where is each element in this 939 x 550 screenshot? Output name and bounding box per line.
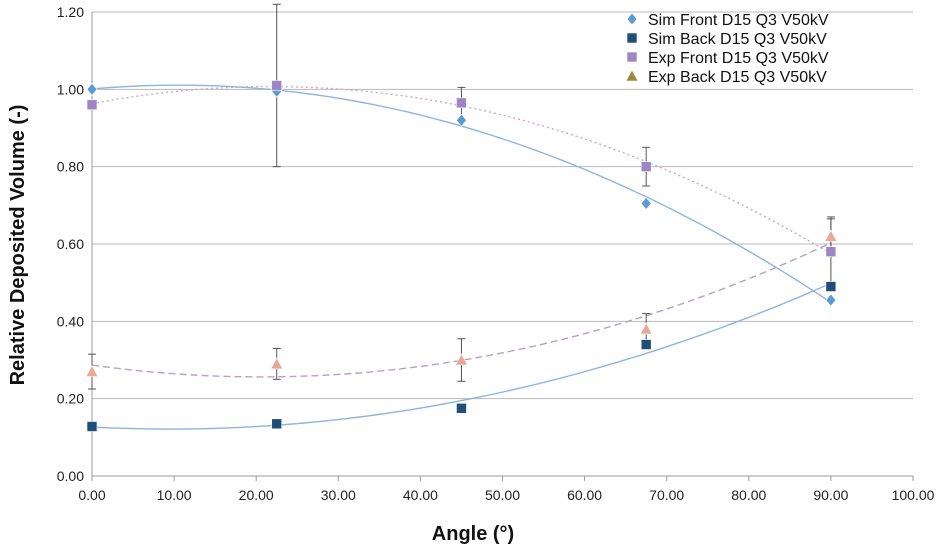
y-tick-label: 0.80 — [57, 159, 84, 175]
trend-line — [91, 282, 832, 430]
legend-marker — [626, 32, 638, 44]
x-tick-label: 20.00 — [239, 487, 274, 503]
data-markers — [85, 80, 838, 432]
data-point — [456, 113, 467, 127]
data-point — [86, 421, 98, 432]
data-point — [639, 322, 653, 335]
data-point — [454, 353, 468, 366]
legend-label: Sim Back D15 Q3 V50kV — [648, 31, 827, 48]
data-point — [86, 99, 98, 111]
y-tick-label: 1.00 — [57, 81, 84, 97]
data-point — [270, 357, 284, 370]
legend: Sim Front D15 Q3 V50kV Sim Back D15 Q3 V5… — [625, 12, 829, 86]
x-tick-label: 0.00 — [78, 487, 105, 503]
data-point — [824, 229, 838, 242]
y-axis-title: Relative Deposited Volume (-) — [7, 105, 29, 386]
x-tick-label: 40.00 — [403, 487, 438, 503]
data-point — [456, 97, 467, 109]
data-point — [85, 364, 99, 377]
legend-label: Exp Back D15 Q3 V50kV — [648, 69, 827, 86]
legend-marker — [626, 51, 638, 63]
x-tick-label: 30.00 — [321, 487, 356, 503]
y-tick-label: 0.60 — [57, 236, 84, 252]
tick-labels: 0.00 0.20 0.40 0.60 0.80 1.00 1.20 0.00 10.00 20.… — [57, 4, 935, 503]
legend-label: Sim Front D15 Q3 V50kV — [648, 12, 829, 29]
x-tick-label: 100.00 — [892, 487, 935, 503]
data-point — [640, 339, 652, 350]
y-tick-label: 0.20 — [57, 391, 84, 407]
data-point — [825, 293, 837, 307]
data-point — [825, 281, 837, 292]
gridlines — [91, 11, 914, 481]
legend-label: Exp Front D15 Q3 V50kV — [648, 50, 829, 67]
x-tick-label: 70.00 — [649, 487, 684, 503]
trend-line — [91, 242, 832, 378]
data-point — [456, 403, 467, 414]
x-tick-label: 60.00 — [567, 487, 602, 503]
y-tick-label: 1.20 — [57, 4, 84, 20]
data-point — [86, 82, 98, 96]
x-tick-label: 80.00 — [731, 487, 766, 503]
legend-marker — [625, 69, 639, 82]
x-tick-label: 10.00 — [157, 487, 192, 503]
y-tick-label: 0.00 — [57, 468, 84, 484]
legend-marker — [626, 12, 638, 26]
x-tick-label: 50.00 — [485, 487, 520, 503]
y-tick-label: 0.40 — [57, 313, 84, 329]
data-point — [640, 196, 652, 210]
x-tick-label: 90.00 — [813, 487, 848, 503]
data-point — [640, 161, 652, 172]
data-point — [271, 418, 283, 430]
data-point — [825, 246, 837, 258]
x-axis-title: Angle (°) — [432, 523, 514, 545]
data-point — [271, 80, 283, 91]
